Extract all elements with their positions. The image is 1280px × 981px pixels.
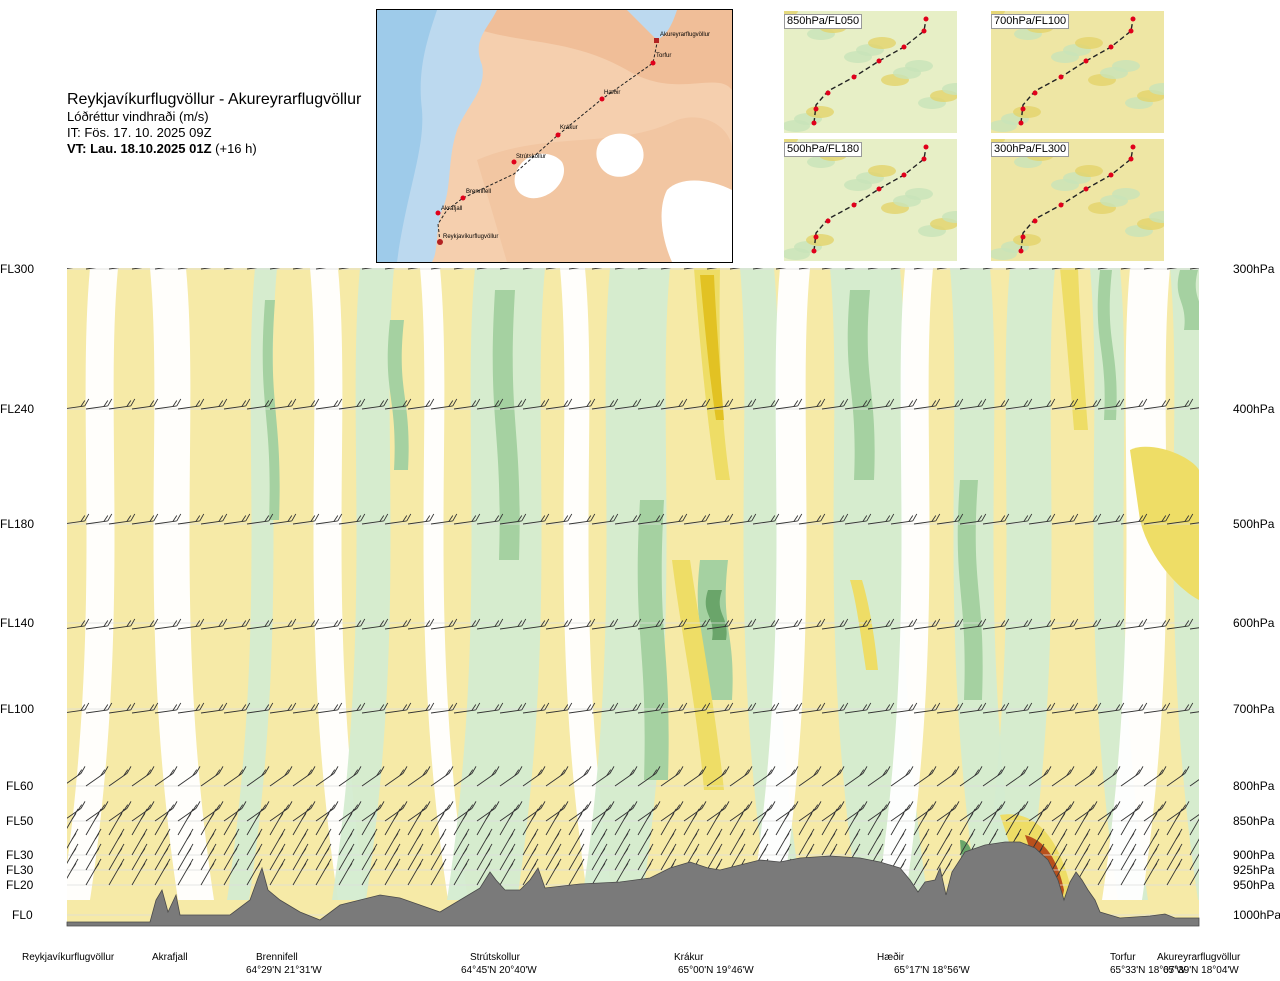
flight-level-labels: FL300 FL240 FL180 FL140 FL100 FL60 FL50 FL30FL3… (0, 262, 34, 922)
flight-level-label: FL60 (6, 779, 34, 793)
terrain-profile (66, 841, 1200, 927)
pressure-label: 500hPa (1233, 517, 1275, 531)
flight-level-label: FL300 (0, 262, 34, 276)
thumbnail-500[interactable]: 500hPa/FL180 (784, 139, 957, 261)
flight-level-label: FL30 (6, 863, 34, 877)
cross-section-chart: FL300 FL240 FL180 FL140 FL100 FL60 FL50 FL30FL3… (0, 262, 1280, 976)
vertical-wind-contours (67, 268, 1199, 926)
thumbnail-850[interactable]: 850hPa/FL050 (784, 11, 957, 133)
waypoint-name: Strútskollur (470, 952, 521, 963)
thumbnail-700[interactable]: 700hPa/FL100 (991, 11, 1164, 133)
map-label-akureyri: Akureyrarflugvöllur (660, 32, 710, 38)
thumbnail-label: 850hPa/FL050 (784, 14, 863, 29)
waypoint-labels: Reykjavíkurflugvöllur Akrafjall Brennifell… (22, 951, 1241, 976)
flight-level-label: FL20 (6, 878, 34, 892)
pressure-label: 700hPa (1233, 702, 1275, 716)
flight-level-label: FL240 (0, 402, 34, 416)
waypoint-name: Akureyrarflugvöllur (1157, 952, 1241, 963)
flight-level-label: FL180 (0, 517, 34, 531)
map-point-reykjavik (437, 239, 443, 245)
pressure-label: 900hPa (1233, 848, 1275, 862)
valid-time-offset: (+16 h) (215, 141, 257, 156)
waypoint-name: Akrafjall (152, 952, 188, 963)
route-map: Akureyrarflugvöllur Torfur Hæðir Krákur … (376, 9, 733, 263)
waypoint-coord: 65°00'N 19°46'W (678, 965, 754, 976)
pressure-label: 800hPa (1233, 779, 1275, 793)
route-title: Reykjavíkurflugvöllur - Akureyrarflugvöl… (67, 91, 362, 108)
waypoint-coord: 65°39'N 18°04'W (1163, 965, 1239, 976)
map-label-reykjavik: Reykjavíkurflugvöllur (443, 234, 498, 240)
map-label-krakur: Krákur (560, 125, 578, 131)
waypoint-coord: 65°33'N 18°07'W (1110, 965, 1186, 976)
flight-level-label: FL50 (6, 814, 34, 828)
thumbnail-label: 700hPa/FL100 (991, 14, 1070, 29)
map-label-torfur: Torfur (656, 53, 671, 59)
map-label-akrafjall: Akrafjall (441, 206, 462, 212)
valid-time: VT: Lau. 18.10.2025 01Z (+16 h) (67, 141, 361, 157)
flight-level-label: FL0 (12, 908, 33, 922)
map-label-strutskollur: Strútskollur (516, 154, 546, 160)
flight-level-label: FL100 (0, 702, 34, 716)
thumbnail-label: 500hPa/FL180 (784, 142, 863, 157)
pressure-label: 600hPa (1233, 616, 1275, 630)
route-map-svg: Akureyrarflugvöllur Torfur Hæðir Krákur … (377, 10, 732, 262)
pressure-label: 1000hPa (1233, 908, 1280, 922)
pressure-label: 925hPa (1233, 863, 1275, 877)
pressure-label: 950hPa (1233, 878, 1275, 892)
wind-barbs (67, 268, 1199, 886)
pressure-label: 300hPa (1233, 262, 1275, 276)
pressure-label: 400hPa (1233, 402, 1275, 416)
pressure-labels: 300hPa 400hPa 500hPa 600hPa 700hPa 800hPa 850h… (1233, 262, 1280, 922)
thumbnail-label: 300hPa/FL300 (991, 142, 1070, 157)
map-label-haedir: Hæðir (604, 89, 620, 96)
map-label-brennifell: Brennifell (466, 189, 491, 195)
waypoint-name: Reykjavíkurflugvöllur (22, 952, 115, 963)
waypoint-name: Brennifell (256, 952, 298, 963)
waypoint-coord: 64°45'N 20°40'W (461, 965, 537, 976)
valid-time-date: VT: Lau. 18.10.2025 01Z (67, 141, 212, 156)
pressure-label: 850hPa (1233, 814, 1275, 828)
parameter-label: Lóðréttur vindhraði (m/s) (67, 109, 209, 124)
waypoint-name: Torfur (1110, 952, 1136, 963)
waypoint-name: Krákur (674, 952, 704, 963)
title-block: Reykjavíkurflugvöllur - Akureyrarflugvöl… (67, 90, 361, 157)
waypoint-coord: 64°29'N 21°31'W (246, 965, 322, 976)
issue-time: IT: Fös. 17. 10. 2025 09Z (67, 125, 212, 140)
flight-level-label: FL140 (0, 616, 34, 630)
flight-level-label: FL30 (6, 848, 34, 862)
thumbnail-300[interactable]: 300hPa/FL300 (991, 139, 1164, 261)
waypoint-coord: 65°17'N 18°56'W (894, 965, 970, 976)
waypoint-name: Hæðir (877, 951, 905, 963)
